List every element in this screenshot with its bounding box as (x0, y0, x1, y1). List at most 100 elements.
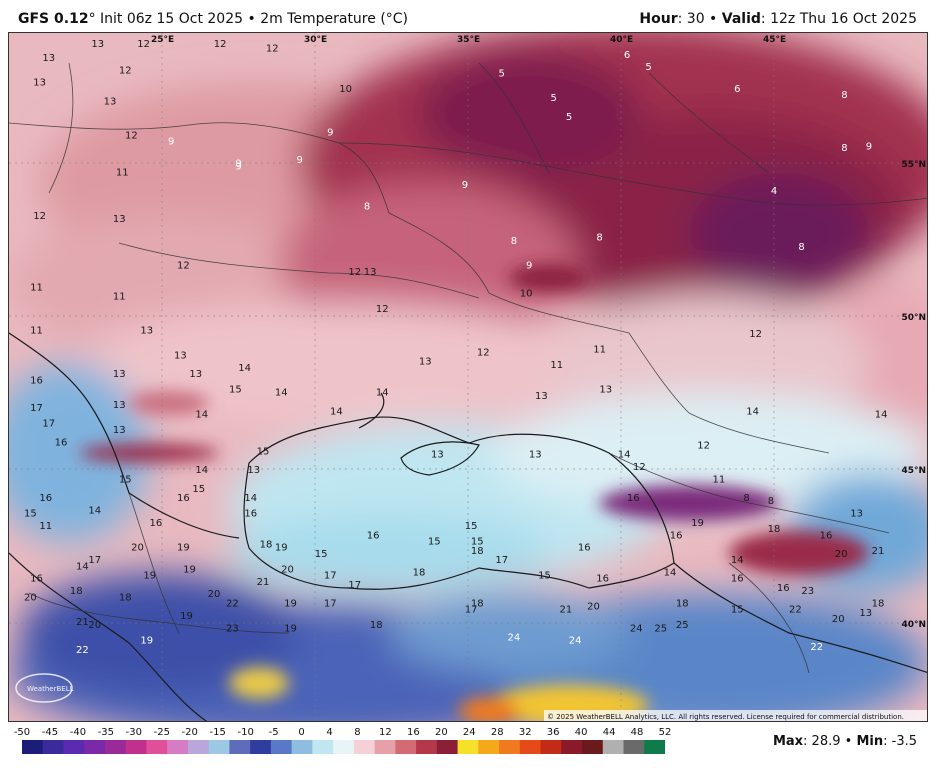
colorbar-tick-label: 20 (434, 727, 448, 738)
temp-label: 15 (119, 475, 132, 486)
temp-label: 9 (168, 137, 174, 148)
temp-label: 22 (76, 645, 89, 656)
temp-label: 18 (676, 599, 689, 610)
colorbar-segment (84, 740, 106, 754)
temp-label: 14 (731, 555, 744, 566)
temp-label: 20 (88, 620, 101, 631)
temp-label: 8 (596, 233, 602, 244)
colorbar-tick-label: -45 (41, 727, 59, 738)
min-label: Min (856, 734, 884, 749)
temp-label: 15 (538, 571, 551, 582)
colorbar-segment (22, 740, 44, 754)
temp-label: 18 (413, 568, 426, 579)
temp-label: 19 (183, 564, 196, 575)
colorbar-segment (291, 740, 313, 754)
temp-label: 22 (789, 605, 802, 616)
temp-label: 5 (645, 62, 651, 73)
colorbar-segment (374, 740, 396, 754)
temp-label: 13 (113, 214, 126, 225)
temp-label: 19 (691, 518, 704, 529)
temp-label: 25 (676, 620, 689, 631)
lat-label-50: 50°N (901, 313, 926, 323)
temp-label: 19 (275, 543, 288, 554)
hour-label: Hour (639, 11, 678, 27)
temperature-map[interactable]: 25°E 30°E 35°E 40°E 45°E 55°N 50°N 45°N … (8, 32, 928, 722)
temp-label: 8 (743, 493, 749, 504)
temp-label: 14 (195, 409, 208, 420)
colorbar-tick-label: -30 (125, 727, 142, 738)
temp-label: 19 (140, 636, 153, 647)
lat-label-45: 45°N (901, 466, 926, 476)
temp-label: 13 (104, 96, 117, 107)
temp-label: 13 (113, 400, 126, 411)
colorbar-tick-label: -35 (97, 727, 115, 738)
lon-label-30: 30°E (304, 35, 327, 45)
lat-label-55: 55°N (901, 160, 926, 170)
temp-label: 12 (33, 211, 46, 222)
temp-label: 16 (820, 530, 833, 541)
temp-label: 14 (76, 561, 89, 572)
temperature-field (9, 33, 927, 721)
lon-label-35: 35°E (457, 35, 480, 45)
logo: WeatherBELL (15, 673, 74, 703)
temp-label: 13 (599, 385, 612, 396)
temp-label: 15 (257, 447, 270, 458)
colorbar-segment (270, 740, 293, 754)
lon-label-25: 25°E (151, 35, 174, 45)
temp-label: 16 (177, 493, 190, 504)
degree-mark: ° (88, 11, 96, 27)
temp-label: 10 (339, 84, 352, 95)
temp-label: 19 (180, 611, 193, 622)
colorbar-tick-label: 52 (658, 727, 672, 738)
temp-label: 17 (324, 599, 337, 610)
temp-label: 24 (630, 623, 643, 634)
colorbar-segment (478, 740, 500, 754)
colorbar-tick-label: -10 (237, 727, 254, 738)
temp-label: 17 (495, 555, 508, 566)
temp-label: 16 (30, 574, 43, 585)
temp-label: 13 (113, 369, 126, 380)
colorbar-tick-label: 16 (407, 727, 420, 738)
colorbar-tick-label: 12 (379, 727, 392, 738)
borders (9, 62, 927, 674)
colorbar-tick-label: 44 (602, 727, 616, 738)
lon-label-40: 40°E (610, 35, 633, 45)
temp-label: 14 (238, 363, 251, 374)
colorbar-tick-label: 4 (326, 727, 333, 738)
temp-label: 14 (195, 465, 208, 476)
temp-label: 20 (208, 589, 221, 600)
temp-label: 16 (30, 375, 43, 386)
temp-label: 12 (749, 329, 762, 340)
colorbar-tick-label: -50 (13, 727, 31, 738)
colorbar-segment (602, 740, 625, 754)
separator: • (704, 11, 722, 27)
colorbar-segment (540, 740, 562, 754)
temp-label: 9 (235, 161, 241, 172)
colorbar-tick-label: -15 (209, 727, 226, 738)
map-canvas: 25°E 30°E 35°E 40°E 45°E 55°N 50°N 45°N … (9, 33, 927, 721)
init-time: Init 06z 15 Oct 2025 (95, 11, 244, 27)
colorbar-segment (623, 740, 645, 754)
temp-label: 9 (526, 261, 532, 272)
colorbar-segment (416, 740, 438, 754)
temp-label: 12 (633, 462, 646, 473)
max-label: Max (772, 734, 804, 749)
temp-label: 21 (560, 605, 573, 616)
temp-label: 14 (88, 506, 101, 517)
temp-label: 23 (801, 586, 814, 597)
temp-label: 16 (627, 493, 640, 504)
temp-label: 13 (113, 425, 126, 436)
temp-label: 11 (116, 168, 129, 179)
temp-label: 17 (324, 571, 337, 582)
separator: • (840, 734, 857, 749)
temp-label: 12 (119, 65, 132, 76)
temp-label: 8 (511, 236, 517, 247)
temp-label: 12 (266, 44, 279, 55)
temp-label: 21 (872, 546, 885, 557)
valid-bar: Hour: 30 • Valid: 12z Thu 16 Oct 2025 (639, 11, 917, 27)
temp-label: 11 (550, 360, 563, 371)
temp-label: 17 (30, 403, 43, 414)
coastlines (9, 332, 927, 721)
graticule (9, 33, 927, 721)
